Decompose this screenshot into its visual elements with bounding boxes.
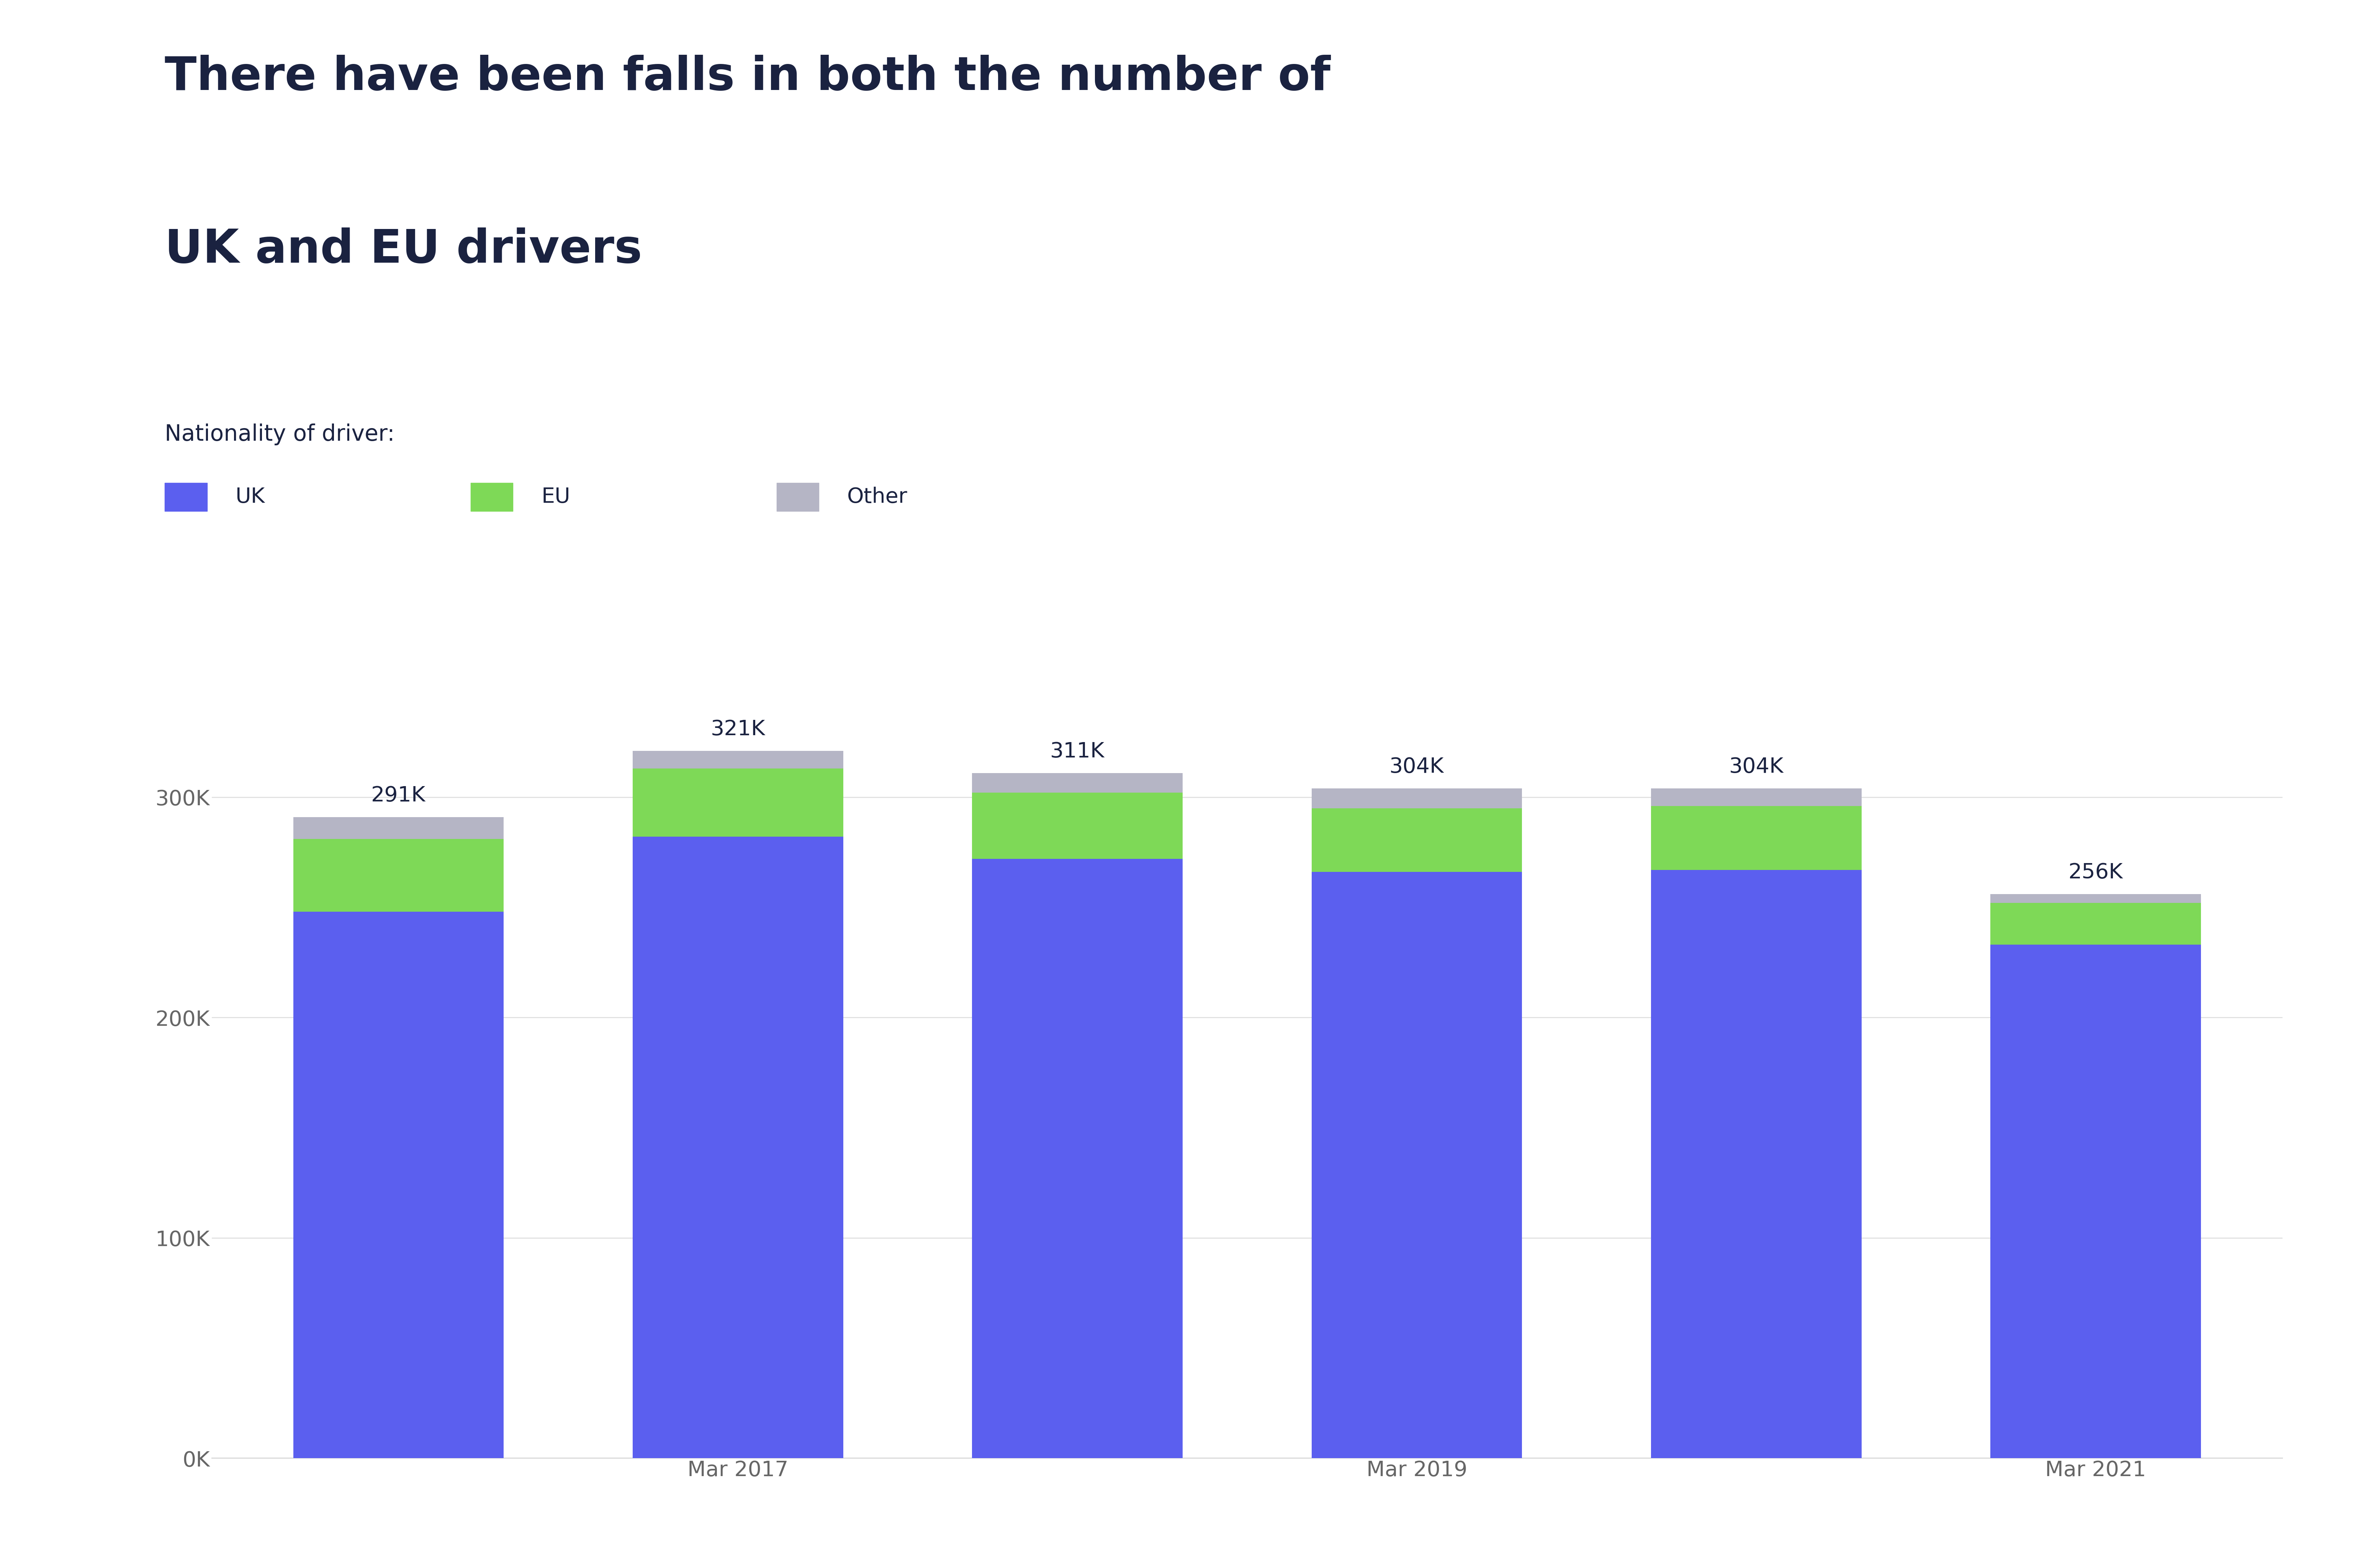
Bar	[633, 768, 842, 837]
Text: EU: EU	[541, 486, 569, 508]
Text: Nationality of driver:: Nationality of driver:	[165, 423, 395, 445]
Bar	[294, 911, 504, 1458]
Bar	[294, 839, 504, 911]
Bar	[294, 817, 504, 839]
Text: 291K: 291K	[372, 786, 426, 806]
Text: UK and EU drivers: UK and EU drivers	[165, 227, 642, 273]
Bar	[633, 837, 842, 1458]
Bar	[972, 773, 1184, 793]
Text: 304K: 304K	[1391, 757, 1445, 778]
Bar	[1652, 789, 1861, 806]
Text: There have been falls in both the number of: There have been falls in both the number…	[165, 55, 1329, 100]
Bar	[1991, 946, 2200, 1458]
Text: UK: UK	[235, 486, 266, 508]
Bar	[633, 751, 842, 768]
Text: 256K: 256K	[2068, 862, 2122, 883]
Bar	[1652, 806, 1861, 870]
Bar	[972, 793, 1184, 859]
Bar	[1652, 870, 1861, 1458]
Text: 321K: 321K	[711, 720, 765, 740]
Bar	[972, 859, 1184, 1458]
Text: Other: Other	[847, 486, 908, 508]
Text: 311K: 311K	[1049, 742, 1104, 762]
Bar	[1311, 808, 1522, 872]
Bar	[1991, 894, 2200, 903]
Bar	[1991, 903, 2200, 946]
Bar	[1311, 789, 1522, 808]
Bar	[1311, 872, 1522, 1458]
Text: 304K: 304K	[1729, 757, 1784, 778]
